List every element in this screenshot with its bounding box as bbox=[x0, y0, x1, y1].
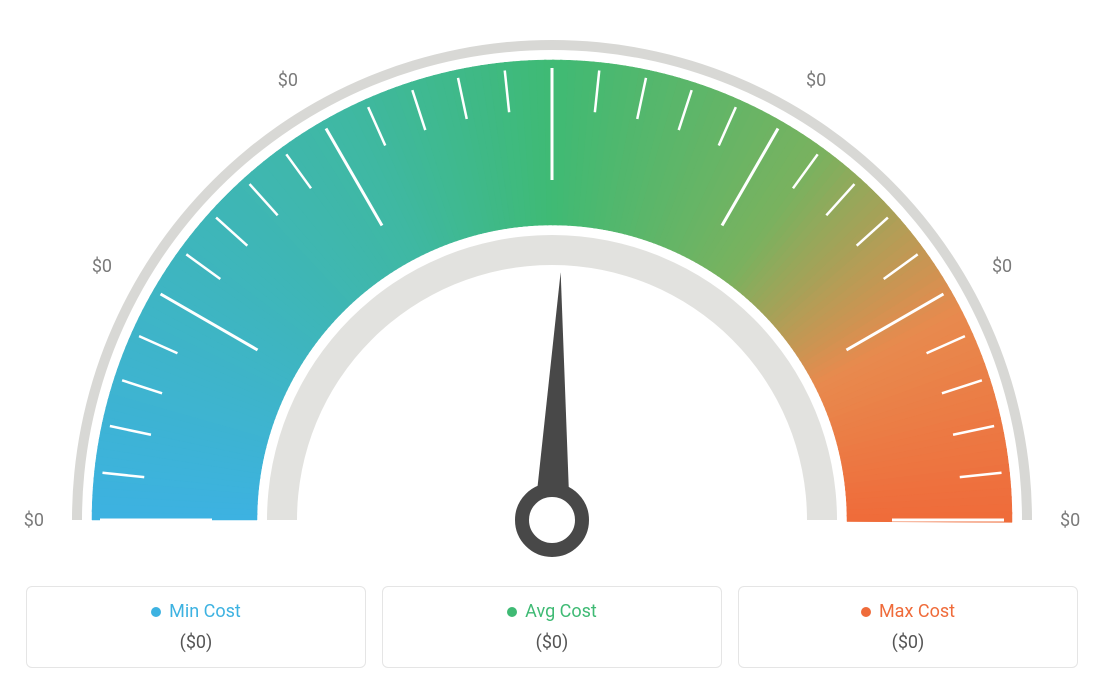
cost-gauge-widget: $0 $0 $0 $0 $0 $0 $0 Min Cost ($0) Avg Cost ($… bbox=[20, 20, 1084, 668]
legend-title-min: Min Cost bbox=[151, 601, 241, 622]
svg-text:$0: $0 bbox=[542, 20, 562, 23]
legend-title-max: Max Cost bbox=[861, 601, 955, 622]
svg-text:$0: $0 bbox=[992, 256, 1012, 277]
legend-label: Avg Cost bbox=[525, 601, 597, 622]
svg-text:$0: $0 bbox=[24, 510, 44, 531]
legend-title-avg: Avg Cost bbox=[507, 601, 597, 622]
legend-card-avg: Avg Cost ($0) bbox=[382, 586, 722, 668]
legend-card-min: Min Cost ($0) bbox=[26, 586, 366, 668]
dot-icon bbox=[151, 607, 161, 617]
dot-icon bbox=[861, 607, 871, 617]
gauge-chart: $0 $0 $0 $0 $0 $0 $0 bbox=[22, 20, 1082, 570]
dot-icon bbox=[507, 607, 517, 617]
legend-label: Max Cost bbox=[879, 601, 955, 622]
legend-card-max: Max Cost ($0) bbox=[738, 586, 1078, 668]
svg-text:$0: $0 bbox=[1060, 510, 1080, 531]
svg-text:$0: $0 bbox=[806, 70, 826, 91]
legend-value-avg: ($0) bbox=[395, 632, 709, 653]
gauge-svg-container: $0 $0 $0 $0 $0 $0 $0 bbox=[20, 20, 1084, 570]
legend-value-max: ($0) bbox=[751, 632, 1065, 653]
legend-label: Min Cost bbox=[169, 601, 241, 622]
legend-row: Min Cost ($0) Avg Cost ($0) Max Cost ($0… bbox=[20, 586, 1084, 668]
svg-text:$0: $0 bbox=[92, 256, 112, 277]
svg-text:$0: $0 bbox=[278, 70, 298, 91]
legend-value-min: ($0) bbox=[39, 632, 353, 653]
